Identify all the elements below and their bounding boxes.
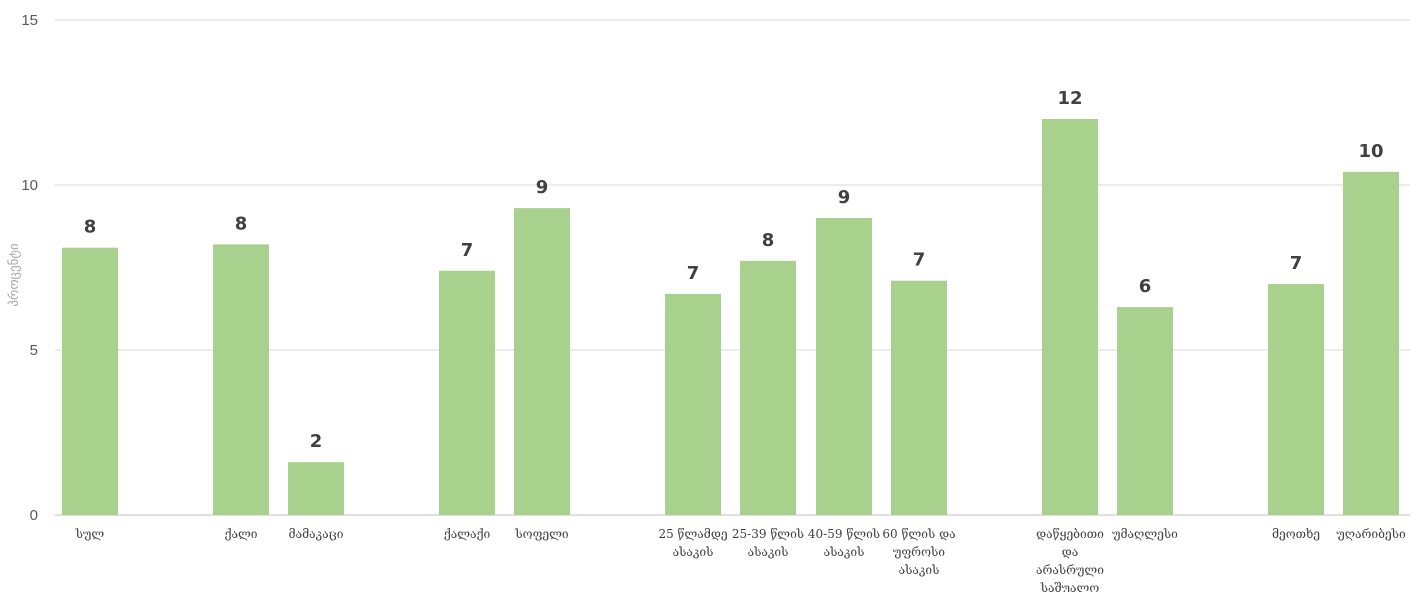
- data-label: 12: [1057, 88, 1082, 109]
- category-label: მამაკაცი: [289, 527, 344, 541]
- bar: [1343, 171, 1399, 516]
- y-tick-label: 5: [30, 342, 38, 359]
- data-label: 9: [838, 187, 851, 208]
- category-label: 25-39 წლის ასაკის: [732, 527, 804, 559]
- bar: [1042, 119, 1098, 515]
- bar: [514, 208, 570, 515]
- category-label: 60 წლის და უფროსი ასაკის: [882, 527, 955, 577]
- bar: [816, 218, 872, 515]
- data-labels: 8 8 2 7 9 7 8 9 7 12 6 7 10: [84, 88, 1384, 452]
- bar: [1268, 284, 1324, 515]
- data-label: 7: [461, 240, 474, 261]
- data-label: 8: [84, 217, 97, 238]
- bar: [62, 247, 118, 515]
- data-label: 8: [235, 213, 248, 234]
- data-label: 7: [1290, 253, 1303, 274]
- bar: [288, 462, 344, 515]
- data-label: 7: [913, 250, 926, 271]
- y-tick-label: 10: [21, 177, 38, 194]
- bar: [1117, 307, 1173, 515]
- data-label: 6: [1139, 276, 1152, 297]
- data-label: 8: [762, 230, 775, 251]
- y-tick-label: 0: [30, 507, 38, 524]
- category-label: 25 წლამდე ასაკის: [658, 527, 727, 559]
- category-label: უმაღლესი: [1112, 527, 1178, 541]
- y-axis-ticks: 0 5 10 15: [21, 12, 38, 524]
- category-labels: სულ ქალი მამაკაცი ქალაქი სოფელი 25 წლამდე ასაკ…: [75, 527, 1406, 592]
- category-label: სოფელი: [514, 527, 568, 541]
- category-label: სულ: [75, 527, 105, 541]
- category-label: დაწყებითი და არასრული საშუალო: [1036, 527, 1104, 592]
- category-label: ქალაქი: [444, 527, 491, 541]
- gridlines: [55, 19, 1410, 516]
- data-label: 9: [536, 177, 549, 198]
- category-label: უღარიბესი: [1336, 527, 1406, 541]
- category-label: 40-59 წლის ასაკის: [808, 527, 880, 559]
- data-label: 7: [687, 263, 700, 284]
- bar: [740, 260, 796, 515]
- data-label: 10: [1358, 141, 1383, 162]
- y-axis-title: პროცენტი: [7, 243, 22, 306]
- category-label: მეოთხე: [1272, 527, 1320, 541]
- category-label: ქალი: [224, 527, 257, 541]
- y-tick-label: 15: [21, 12, 38, 29]
- bar: [213, 244, 269, 515]
- bar: [439, 270, 495, 515]
- bar: [665, 293, 721, 515]
- data-label: 2: [310, 431, 323, 452]
- bar: [891, 280, 947, 515]
- bars: [62, 119, 1399, 516]
